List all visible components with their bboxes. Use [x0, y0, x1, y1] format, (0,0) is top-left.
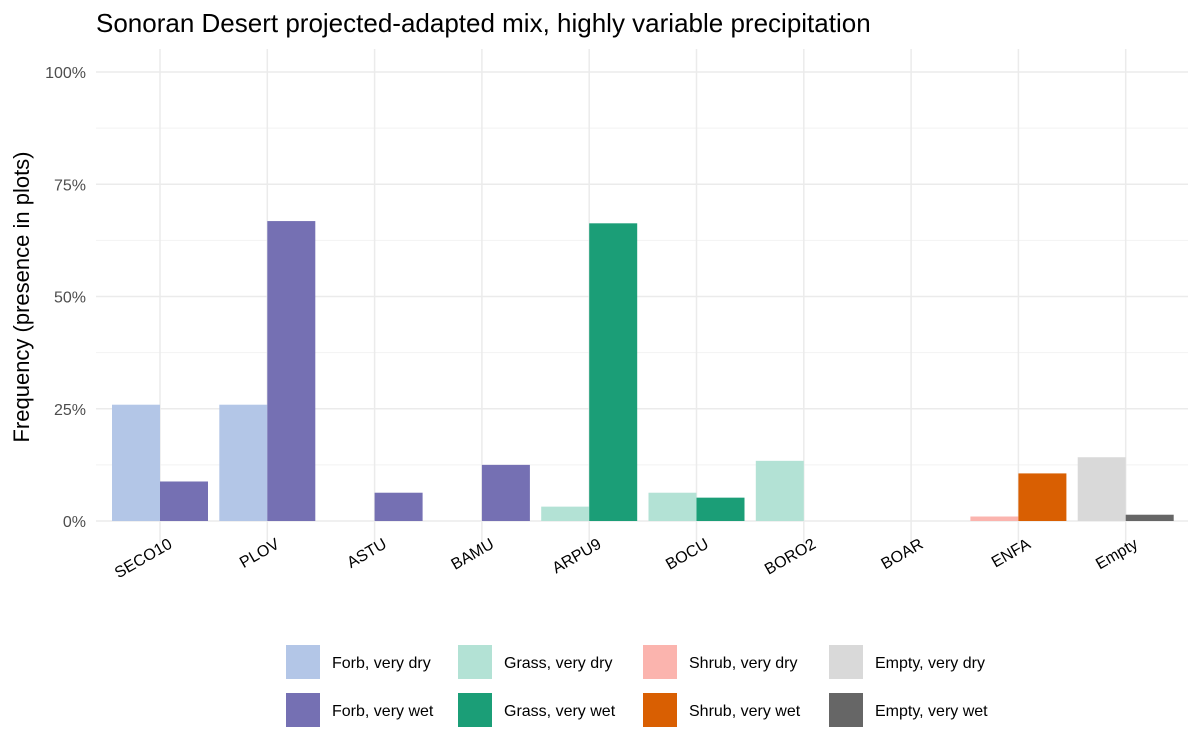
x-tick-label: ARPU9: [550, 536, 605, 577]
legend-swatch: [286, 693, 320, 727]
legend-label: Grass, very wet: [504, 703, 616, 720]
bar-bamu-wet: [481, 464, 530, 521]
bar-astu-wet: [374, 492, 423, 521]
legend-label: Shrub, very dry: [689, 655, 797, 672]
x-tick-label: ASTU: [344, 536, 389, 572]
bar-bocu-wet: [696, 497, 745, 521]
y-tick-label: 0%: [63, 514, 86, 531]
x-tick-label: BAMU: [449, 536, 498, 574]
bar-plov-wet: [267, 221, 316, 521]
bar-empty-wet: [1125, 514, 1174, 521]
y-tick-label: 75%: [54, 177, 86, 194]
legend-swatch: [458, 645, 492, 679]
legend-swatch: [829, 693, 863, 727]
bar-enfa-dry: [970, 516, 1019, 521]
bar-bocu-dry: [648, 492, 697, 521]
y-axis-ticks: 0% 25% 50% 75% 100%: [45, 65, 86, 531]
legend-label: Forb, very wet: [332, 703, 434, 720]
legend-label: Grass, very dry: [504, 655, 612, 672]
bar-empty-dry: [1077, 457, 1126, 521]
legend-label: Forb, very dry: [332, 655, 431, 672]
bar-enfa-wet: [1018, 473, 1067, 521]
x-tick-label: BOAR: [879, 536, 927, 573]
x-tick-label: BORO2: [762, 536, 819, 579]
bar-arpu9-dry: [541, 506, 590, 521]
bar-plov-dry: [219, 404, 268, 521]
bar-arpu9-wet: [589, 223, 638, 522]
y-tick-label: 100%: [45, 65, 86, 82]
x-tick-label: Empty: [1093, 536, 1141, 573]
bar-seco10-wet: [160, 481, 208, 521]
legend-label: Empty, very wet: [875, 703, 988, 720]
legend-swatch: [643, 645, 677, 679]
legend-label: Empty, very dry: [875, 655, 985, 672]
legend-swatch: [286, 645, 320, 679]
legend-swatch: [829, 645, 863, 679]
x-tick-label: ENFA: [989, 536, 1034, 572]
y-tick-label: 50%: [54, 290, 86, 307]
bar-seco10-dry: [112, 404, 160, 521]
y-tick-label: 25%: [54, 402, 86, 419]
legend: Forb, very dry Forb, very wet Grass, very …: [286, 645, 988, 727]
bars: [112, 221, 1174, 522]
legend-swatch: [643, 693, 677, 727]
y-axis-label: Frequency (presence in plots): [9, 151, 34, 442]
legend-label: Shrub, very wet: [689, 703, 801, 720]
x-tick-label: BOCU: [663, 536, 712, 574]
x-axis-ticks: SECO10 PLOV ASTU BAMU ARPU9 BOCU BORO2 BOAR ENFA…: [112, 536, 1141, 582]
chart-title: Sonoran Desert projected-adapted mix, hi…: [96, 8, 871, 38]
x-tick-label: SECO10: [112, 536, 175, 582]
x-tick-label: PLOV: [237, 536, 283, 572]
bar-boro2-dry: [755, 460, 804, 521]
legend-swatch: [458, 693, 492, 727]
